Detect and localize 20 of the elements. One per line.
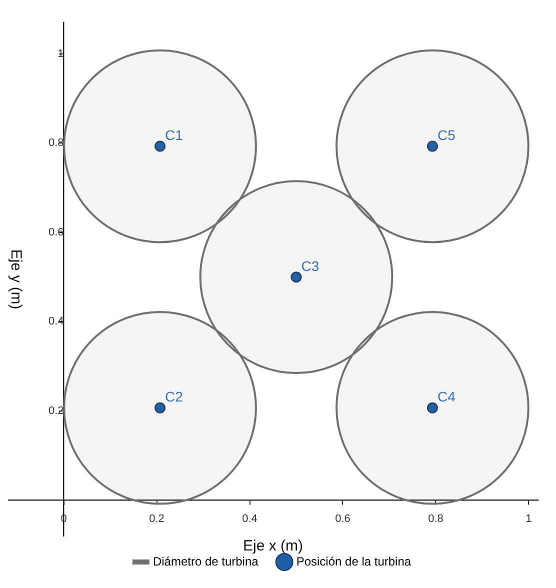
- x-tick-label: 0.2: [149, 512, 164, 525]
- point: [426, 402, 438, 414]
- x-tick-label: 0.4: [242, 512, 258, 525]
- point: [426, 140, 438, 152]
- annotation: C5: [437, 127, 456, 144]
- x-tick-label: 1: [526, 512, 532, 525]
- x-tick-label: 0.6: [335, 512, 350, 525]
- annotation: C1: [165, 127, 184, 144]
- legend-label: Diámetro de turbina: [152, 554, 259, 568]
- x-tick-label: 0.8: [428, 512, 444, 525]
- annotation: C2: [165, 388, 184, 405]
- y-tick-label: 0.8: [48, 137, 64, 150]
- point: [154, 402, 166, 414]
- annotation: C3: [301, 258, 320, 274]
- legend-label: Posición de la turbina: [296, 554, 412, 568]
- y-axis-title: Eje y (m): [7, 249, 24, 310]
- point: [154, 140, 166, 152]
- x-axis-title: Eje x (m): [243, 538, 304, 555]
- annotation: C4: [437, 388, 456, 405]
- point: [290, 272, 302, 283]
